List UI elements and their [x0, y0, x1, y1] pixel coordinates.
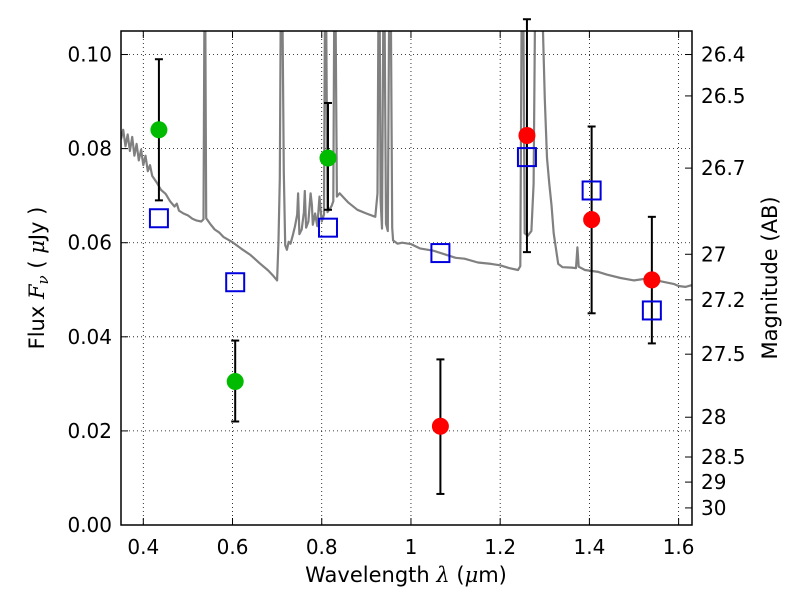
plot-frame [120, 30, 693, 526]
photometry-point [643, 271, 661, 289]
x-tick-label: 0.8 [306, 535, 338, 559]
model-band-square [225, 272, 246, 293]
magnitude-axis-title: Magnitude (AB) [758, 196, 782, 359]
axis-ticks [121, 31, 692, 526]
photometry-point [518, 126, 536, 144]
photometry-point [226, 373, 244, 391]
y-tick-label: 0.00 [67, 513, 112, 537]
model-band-square [641, 300, 662, 321]
mag-tick-label: 28 [701, 405, 726, 429]
mag-tick-label: 27.5 [701, 342, 746, 366]
model-band-square [430, 243, 451, 264]
y-tick-label: 0.06 [67, 231, 112, 255]
y-tick-label: 0.04 [67, 325, 112, 349]
mag-tick-label: 26.4 [701, 43, 746, 67]
x-tick-label: 0.6 [217, 535, 249, 559]
x-tick-label: 1.4 [573, 535, 605, 559]
y-tick-label: 0.08 [67, 137, 112, 161]
model-band-square [516, 147, 537, 168]
x-tick-label: 1 [405, 535, 418, 559]
mag-tick-label: 26.7 [701, 156, 746, 180]
mag-tick-label: 29 [701, 470, 726, 494]
axis-tick-labels: 0.4 0.6 0.8 1 1.2 1.4 1.6 0.00 0.02 0.04 0.06 0.08 0… [67, 43, 745, 559]
x-tick-label: 1.2 [484, 535, 516, 559]
mag-tick-label: 28.5 [701, 445, 746, 469]
model-spectrum [121, 31, 692, 288]
mag-tick-label: 26.5 [701, 84, 746, 108]
y-tick-label: 0.10 [67, 43, 112, 67]
photometry-point [150, 121, 168, 139]
x-axis-title: Wavelength λ (μm) [305, 563, 507, 587]
mag-tick-label: 30 [701, 496, 726, 520]
model-band-square [317, 217, 338, 238]
spectrum-line [121, 31, 692, 288]
photometry-point [583, 211, 601, 229]
y-axis-title: Flux Fν ( μJy ) [25, 207, 52, 350]
mag-tick-label: 27.2 [701, 288, 746, 312]
x-tick-label: 0.4 [127, 535, 159, 559]
model-band-square [148, 208, 169, 229]
data-markers [148, 121, 662, 435]
x-tick-label: 1.6 [663, 535, 695, 559]
model-band-square [581, 180, 602, 201]
photometry-point [319, 149, 337, 167]
photometry-point [431, 417, 449, 435]
y-tick-label: 0.02 [67, 419, 112, 443]
mag-tick-label: 27 [701, 242, 726, 266]
plot-area [121, 31, 692, 525]
